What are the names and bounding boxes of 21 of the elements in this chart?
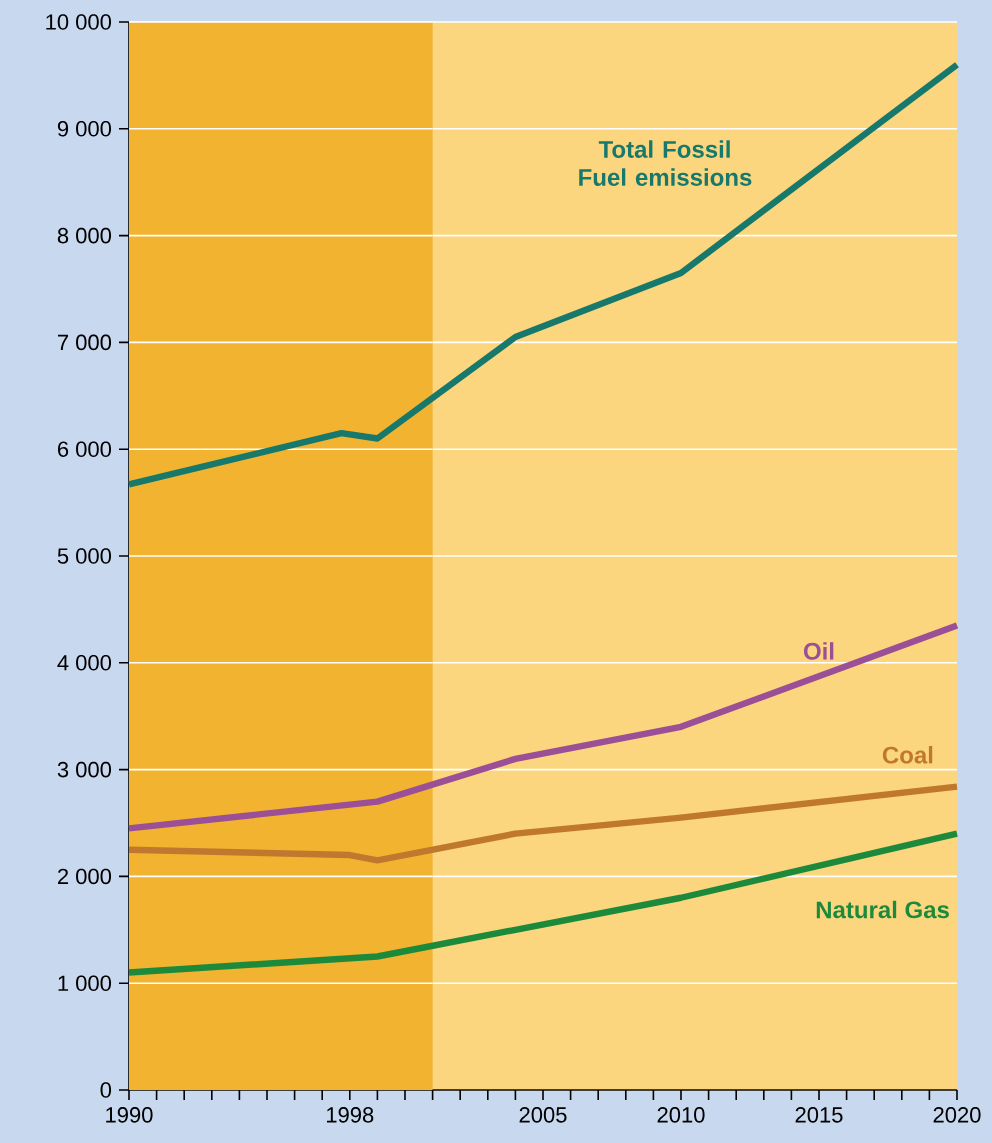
y-tick-label: 8 000: [57, 227, 112, 244]
y-tick-label: 4 000: [57, 655, 112, 671]
x-tick-label: 2010: [657, 1107, 705, 1123]
x-tick-label: 2015: [795, 1107, 843, 1123]
y-tick-label: 0: [100, 1082, 112, 1098]
series-label: Total Fossil Fuel emissions: [579, 140, 752, 186]
x-tick-label: 1998: [326, 1107, 374, 1123]
y-tick-label: 5 000: [57, 548, 112, 564]
series-label: Coal: [882, 746, 933, 764]
y-tick-label: 10 000: [46, 14, 112, 30]
y-tick-label: 2 000: [57, 868, 112, 885]
y-tick-label: 1 000: [58, 975, 112, 991]
series-label: Natural Gas: [816, 900, 949, 919]
series-label: Oil: [803, 642, 834, 660]
y-tick-label: 3 000: [57, 761, 112, 778]
x-tick-label: 2005: [519, 1107, 567, 1123]
x-tick-label: 1990: [106, 1107, 153, 1123]
y-tick-label: 7 000: [58, 334, 112, 351]
y-tick-label: 6 000: [58, 441, 112, 457]
x-tick-label: 2020: [933, 1107, 981, 1123]
y-tick-label: 9 000: [57, 121, 112, 137]
